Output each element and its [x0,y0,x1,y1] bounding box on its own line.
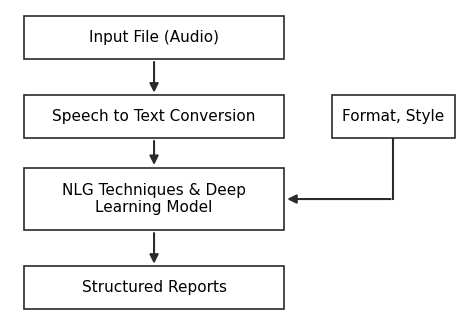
FancyBboxPatch shape [332,95,455,138]
FancyBboxPatch shape [24,266,284,309]
FancyBboxPatch shape [24,16,284,59]
Text: Speech to Text Conversion: Speech to Text Conversion [52,109,256,124]
FancyBboxPatch shape [24,95,284,138]
Text: Format, Style: Format, Style [342,109,445,124]
Text: Structured Reports: Structured Reports [82,280,227,295]
Text: NLG Techniques & Deep
Learning Model: NLG Techniques & Deep Learning Model [62,183,246,215]
Text: Input File (Audio): Input File (Audio) [89,30,219,45]
FancyBboxPatch shape [24,168,284,230]
